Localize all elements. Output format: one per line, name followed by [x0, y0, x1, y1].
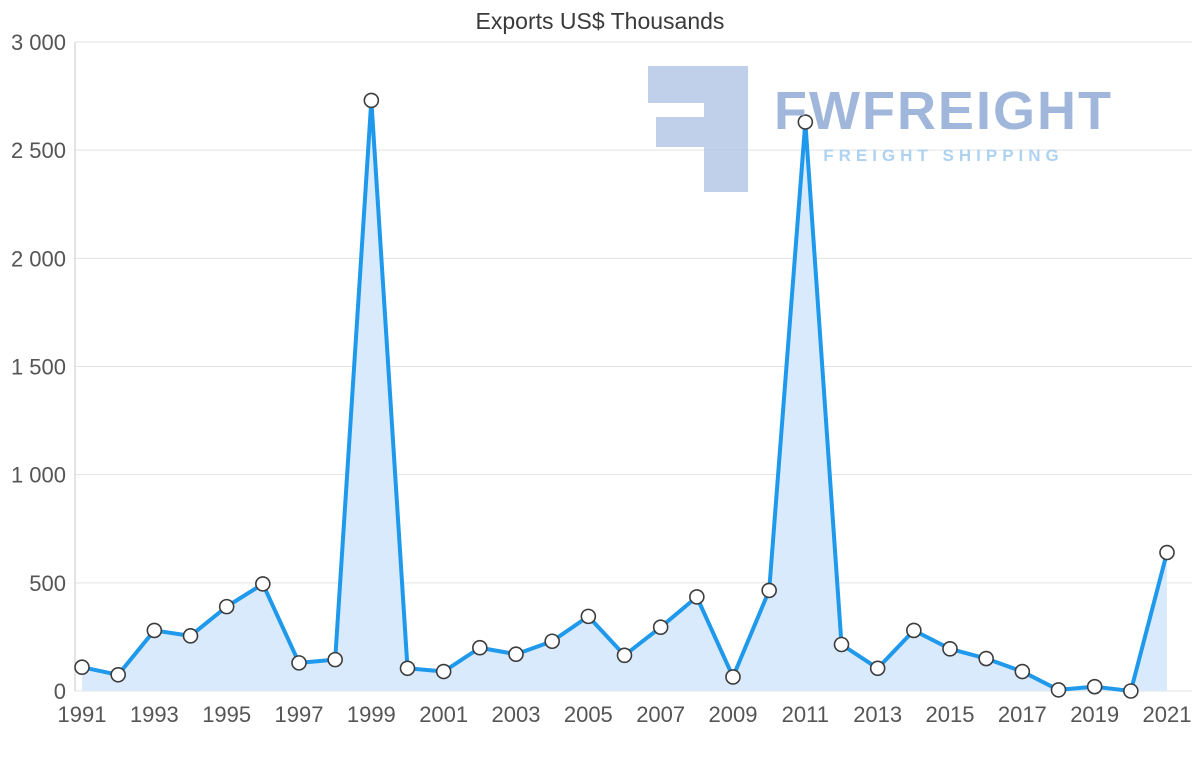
data-point-marker[interactable]: [363, 92, 380, 109]
x-axis-tick-label: 2003: [492, 702, 541, 727]
y-axis-tick-label: 2 500: [11, 138, 66, 163]
data-point-marker[interactable]: [725, 669, 741, 685]
data-point-marker[interactable]: [291, 655, 307, 671]
data-point-marker[interactable]: [1050, 682, 1067, 698]
y-axis-tick-label: 0: [54, 679, 66, 704]
data-point-marker[interactable]: [472, 639, 488, 656]
data-point-marker[interactable]: [182, 628, 199, 644]
data-point-marker[interactable]: [761, 582, 777, 599]
data-point-marker[interactable]: [1159, 544, 1175, 561]
x-axis-tick-label: 2021: [1143, 702, 1192, 727]
x-axis-tick-label: 2013: [853, 702, 902, 727]
data-point-marker[interactable]: [435, 663, 452, 680]
data-point-marker[interactable]: [689, 589, 705, 605]
x-axis-tick-label: 1995: [202, 702, 251, 727]
data-point-marker[interactable]: [218, 598, 235, 615]
x-axis-tick-label: 1999: [347, 702, 396, 727]
data-point-marker[interactable]: [797, 114, 814, 130]
y-axis-tick-label: 2 000: [11, 246, 66, 271]
data-point-marker[interactable]: [508, 646, 524, 663]
x-axis-tick-label: 2015: [926, 702, 975, 727]
x-axis-tick-label: 2005: [564, 702, 613, 727]
data-point-marker[interactable]: [74, 659, 90, 676]
data-point-marker[interactable]: [1086, 678, 1103, 695]
x-axis-tick-label: 1997: [275, 702, 324, 727]
data-point-marker[interactable]: [942, 641, 958, 657]
x-axis-tick-label: 1993: [130, 702, 179, 727]
data-point-marker[interactable]: [327, 651, 343, 668]
data-point-marker[interactable]: [978, 650, 994, 667]
x-axis-tick-label: 2011: [782, 702, 829, 727]
data-point-marker[interactable]: [833, 636, 850, 653]
x-axis-tick-label: 2017: [998, 702, 1047, 727]
chart-title: Exports US$ Thousands: [475, 8, 725, 34]
area-fill: [82, 100, 1167, 691]
data-point-marker[interactable]: [906, 622, 922, 639]
x-axis-tick-label: 2001: [419, 702, 468, 727]
y-axis-tick-label: 500: [29, 571, 66, 596]
data-point-marker[interactable]: [652, 619, 669, 635]
y-axis-tick-label: 1 000: [11, 463, 66, 488]
x-axis-tick-label: 2009: [709, 702, 758, 727]
data-point-marker[interactable]: [146, 622, 163, 639]
y-axis-tick-label: 1 500: [11, 355, 66, 380]
data-point-marker[interactable]: [869, 660, 886, 677]
data-point-marker[interactable]: [580, 608, 597, 625]
data-point-marker[interactable]: [1014, 663, 1031, 680]
data-point-marker[interactable]: [616, 647, 633, 664]
y-axis-tick-label: 3 000: [11, 30, 66, 55]
data-point-marker[interactable]: [1123, 683, 1139, 699]
x-axis-tick-label: 2007: [636, 702, 685, 727]
data-point-marker[interactable]: [110, 666, 126, 683]
data-point-marker[interactable]: [255, 576, 271, 592]
x-axis-tick-label: 2019: [1070, 702, 1119, 727]
data-point-marker[interactable]: [544, 633, 560, 650]
x-axis-tick-label: 1991: [58, 702, 107, 727]
data-point-marker[interactable]: [399, 660, 416, 677]
